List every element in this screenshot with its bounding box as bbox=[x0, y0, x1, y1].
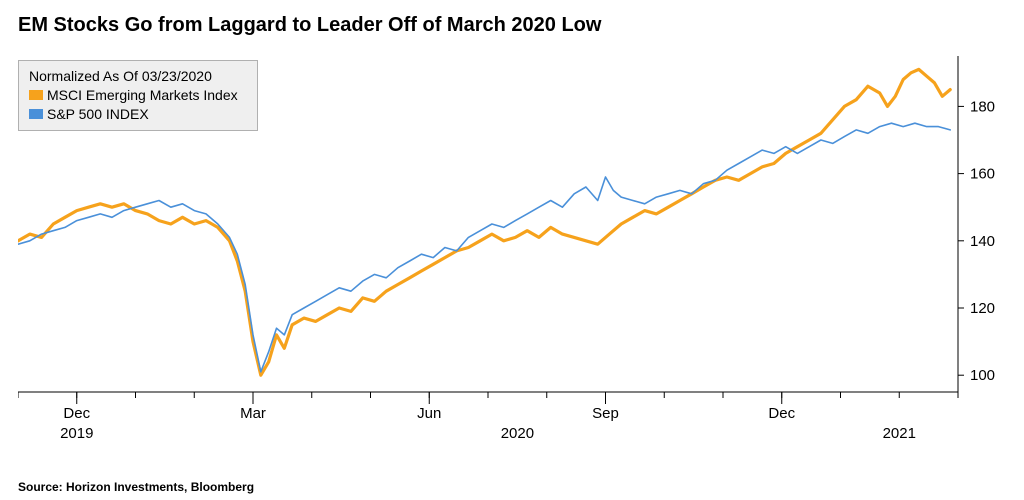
svg-text:Mar: Mar bbox=[240, 405, 266, 422]
svg-text:Dec: Dec bbox=[768, 405, 795, 422]
legend-label-msci: MSCI Emerging Markets Index bbox=[47, 86, 238, 105]
chart-area: 100 120 140 160 180 Dec Mar Jun Sep Dec 2019 2020 20… bbox=[18, 52, 1006, 450]
legend-box: Normalized As Of 03/23/2020 MSCI Emergin… bbox=[18, 60, 258, 131]
svg-text:Sep: Sep bbox=[592, 405, 619, 422]
legend-swatch-spx bbox=[29, 109, 43, 119]
svg-text:100: 100 bbox=[970, 367, 995, 384]
svg-text:2021: 2021 bbox=[883, 425, 916, 442]
svg-text:120: 120 bbox=[970, 300, 995, 317]
svg-text:Dec: Dec bbox=[63, 405, 90, 422]
svg-text:2020: 2020 bbox=[501, 425, 534, 442]
svg-text:160: 160 bbox=[970, 166, 995, 183]
legend-header: Normalized As Of 03/23/2020 bbox=[29, 67, 212, 86]
chart-source: Source: Horizon Investments, Bloomberg bbox=[18, 480, 254, 494]
legend-swatch-msci bbox=[29, 90, 43, 100]
svg-text:140: 140 bbox=[970, 233, 995, 250]
svg-text:180: 180 bbox=[970, 98, 995, 115]
chart-title: EM Stocks Go from Laggard to Leader Off … bbox=[18, 14, 601, 37]
legend-label-spx: S&P 500 INDEX bbox=[47, 105, 149, 124]
svg-text:2019: 2019 bbox=[60, 425, 93, 442]
svg-text:Jun: Jun bbox=[417, 405, 441, 422]
